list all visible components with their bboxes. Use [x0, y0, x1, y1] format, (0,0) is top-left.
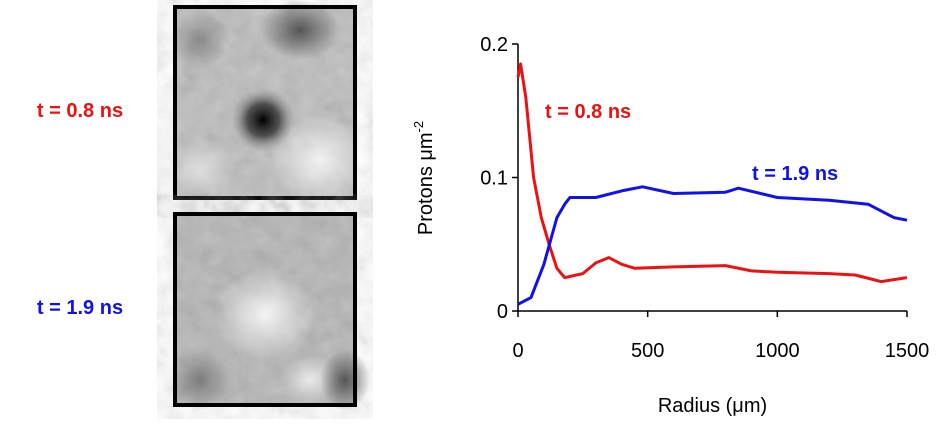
image-top: [165, 0, 370, 205]
x-axis-label: Radius (μm): [658, 395, 767, 417]
y-axis-label-text: Protons μm: [415, 132, 437, 235]
data-line: [517, 185, 908, 306]
annotation: t = 0.8 ns: [545, 101, 631, 123]
y-tick-label: 0.2: [480, 34, 508, 56]
y-axis-label-sup: -2: [411, 121, 426, 133]
annotation: t = 1.9 ns: [752, 163, 838, 185]
chart: 0 0.1 0.2 0 500 1000 1500 Radius (μm) Protons μm…: [411, 34, 929, 417]
x-tick-label: 1500: [885, 340, 930, 362]
y-tick-label: 0.1: [480, 168, 508, 190]
panel-label: t = 1.9 ns: [37, 297, 123, 319]
y-axis-label: Protons μm-2: [411, 121, 437, 235]
y-tick-label: 0: [497, 301, 508, 323]
panel-label: t = 0.8 ns: [37, 100, 123, 122]
data-line: [516, 62, 908, 284]
x-tick-label: 500: [631, 340, 664, 362]
image-bottom: [170, 212, 370, 410]
x-tick-label: 1000: [755, 340, 800, 362]
x-tick-label: 0: [512, 340, 523, 362]
